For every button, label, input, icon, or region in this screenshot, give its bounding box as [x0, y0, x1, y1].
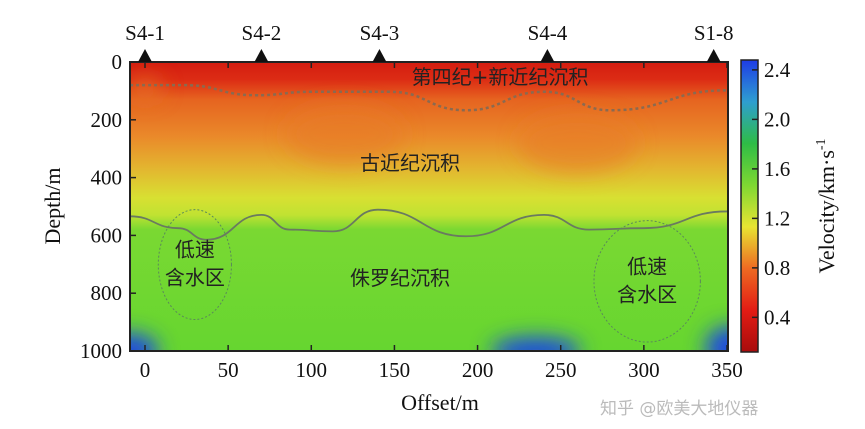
colorbar-tick-label: 0.8: [764, 256, 790, 280]
velocity-anomaly-blob: [517, 112, 638, 173]
colorbar: [740, 59, 759, 353]
colorbar-tick-label: 2.4: [764, 58, 791, 82]
velocity-field: [130, 62, 728, 351]
colorbar-label: Velocity/km·s-1: [814, 138, 839, 273]
y-tick-label: 1000: [80, 339, 122, 363]
y-tick-label: 800: [91, 281, 123, 305]
zone-label: 古近纪沉积: [360, 151, 460, 175]
zone-label: 含水区: [617, 282, 677, 306]
x-tick-label: 300: [628, 358, 660, 382]
watermark: 知乎 @欧美大地仪器: [600, 399, 758, 419]
y-tick-label: 200: [91, 108, 123, 132]
zone-label: 侏罗纪沉积: [350, 266, 450, 290]
colorbar-tick-label: 2.0: [764, 107, 790, 131]
x-tick-label: 50: [218, 358, 239, 382]
low-depth-high-velocity-blob: [705, 326, 728, 351]
y-tick-label: 600: [91, 223, 123, 247]
colorbar-tick-label: 0.4: [764, 305, 791, 329]
station-marker-icon: [706, 49, 721, 62]
colorbar-tick-label: 1.6: [764, 157, 790, 181]
x-tick-label: 150: [379, 358, 411, 382]
station-label: S1-8: [694, 21, 734, 45]
station-marker-icon: [254, 49, 269, 62]
zone-label: 低速: [627, 254, 667, 278]
station-label: S4-3: [360, 21, 400, 45]
x-tick-label: 0: [140, 358, 151, 382]
x-tick-label: 250: [545, 358, 577, 382]
zone-label: 低速: [175, 238, 215, 262]
y-tick-label: 0: [112, 50, 123, 74]
station-marker-icon: [540, 49, 555, 62]
x-tick-label: 350: [711, 358, 743, 382]
zone-label: 含水区: [165, 266, 225, 290]
colorbar-tick-label: 1.2: [764, 206, 790, 230]
low-depth-high-velocity-blob: [490, 337, 581, 351]
velocity-anomaly-blob: [130, 76, 163, 101]
station-label: S4-1: [125, 21, 165, 45]
y-tick-label: 400: [91, 166, 123, 190]
low-velocity-zone-ellipse: [593, 220, 701, 343]
station-marker-icon: [138, 49, 152, 62]
zone-label: 第四纪+新近纪沉积: [412, 65, 589, 89]
low-depth-high-velocity-blob: [130, 333, 159, 351]
plot-frame: [129, 61, 729, 352]
x-tick-label: 100: [296, 358, 328, 382]
y-axis-label: Depth/m: [40, 168, 65, 245]
station-label: S4-2: [242, 21, 282, 45]
low-velocity-zone-ellipse: [157, 209, 232, 320]
boundary-dashed: [130, 83, 728, 112]
x-tick-label: 200: [462, 358, 494, 382]
velocity-gradient: [130, 62, 728, 351]
boundary-solid: [130, 208, 728, 241]
x-axis-label: Offset/m: [401, 390, 479, 415]
velocity-anomaly-blob: [284, 104, 405, 165]
station-marker-icon: [372, 49, 387, 62]
station-label: S4-4: [528, 21, 568, 45]
